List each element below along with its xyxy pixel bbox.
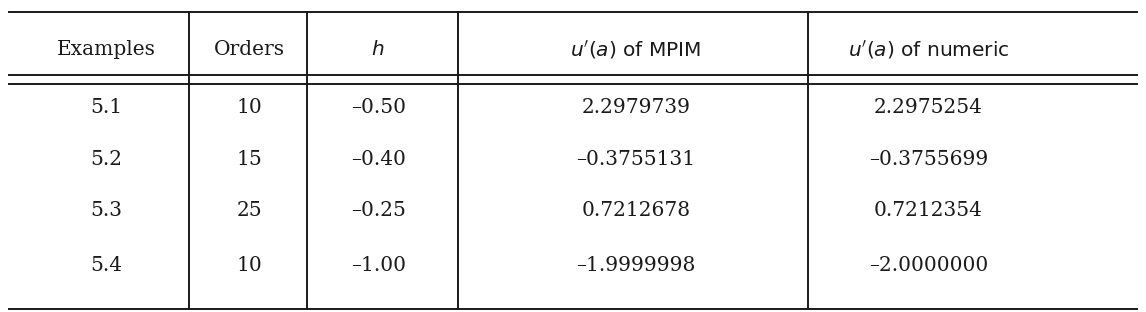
Text: Examples: Examples <box>57 41 156 59</box>
Text: –0.50: –0.50 <box>351 98 406 117</box>
Text: 5.3: 5.3 <box>91 201 123 220</box>
Text: Orders: Orders <box>214 41 285 59</box>
Text: 10: 10 <box>237 256 262 275</box>
Text: 15: 15 <box>237 150 262 168</box>
Text: 25: 25 <box>237 201 262 220</box>
Text: –2.0000000: –2.0000000 <box>869 256 988 275</box>
Text: 5.2: 5.2 <box>91 150 123 168</box>
Text: $h$: $h$ <box>371 41 385 59</box>
Text: 0.7212354: 0.7212354 <box>873 201 983 220</box>
Text: –1.00: –1.00 <box>351 256 406 275</box>
Text: 5.4: 5.4 <box>91 256 123 275</box>
Text: $u'(a)$ of numeric: $u'(a)$ of numeric <box>848 39 1008 61</box>
Text: 2.2975254: 2.2975254 <box>873 98 983 117</box>
Text: –0.3755699: –0.3755699 <box>869 150 988 168</box>
Text: 5.1: 5.1 <box>91 98 123 117</box>
Text: 0.7212678: 0.7212678 <box>581 201 691 220</box>
Text: –0.40: –0.40 <box>351 150 406 168</box>
Text: –0.3755131: –0.3755131 <box>576 150 696 168</box>
Text: 10: 10 <box>237 98 262 117</box>
Text: 2.2979739: 2.2979739 <box>581 98 691 117</box>
Text: $u'(a)$ of MPIM: $u'(a)$ of MPIM <box>571 39 701 61</box>
Text: –1.9999998: –1.9999998 <box>576 256 696 275</box>
Text: –0.25: –0.25 <box>351 201 406 220</box>
